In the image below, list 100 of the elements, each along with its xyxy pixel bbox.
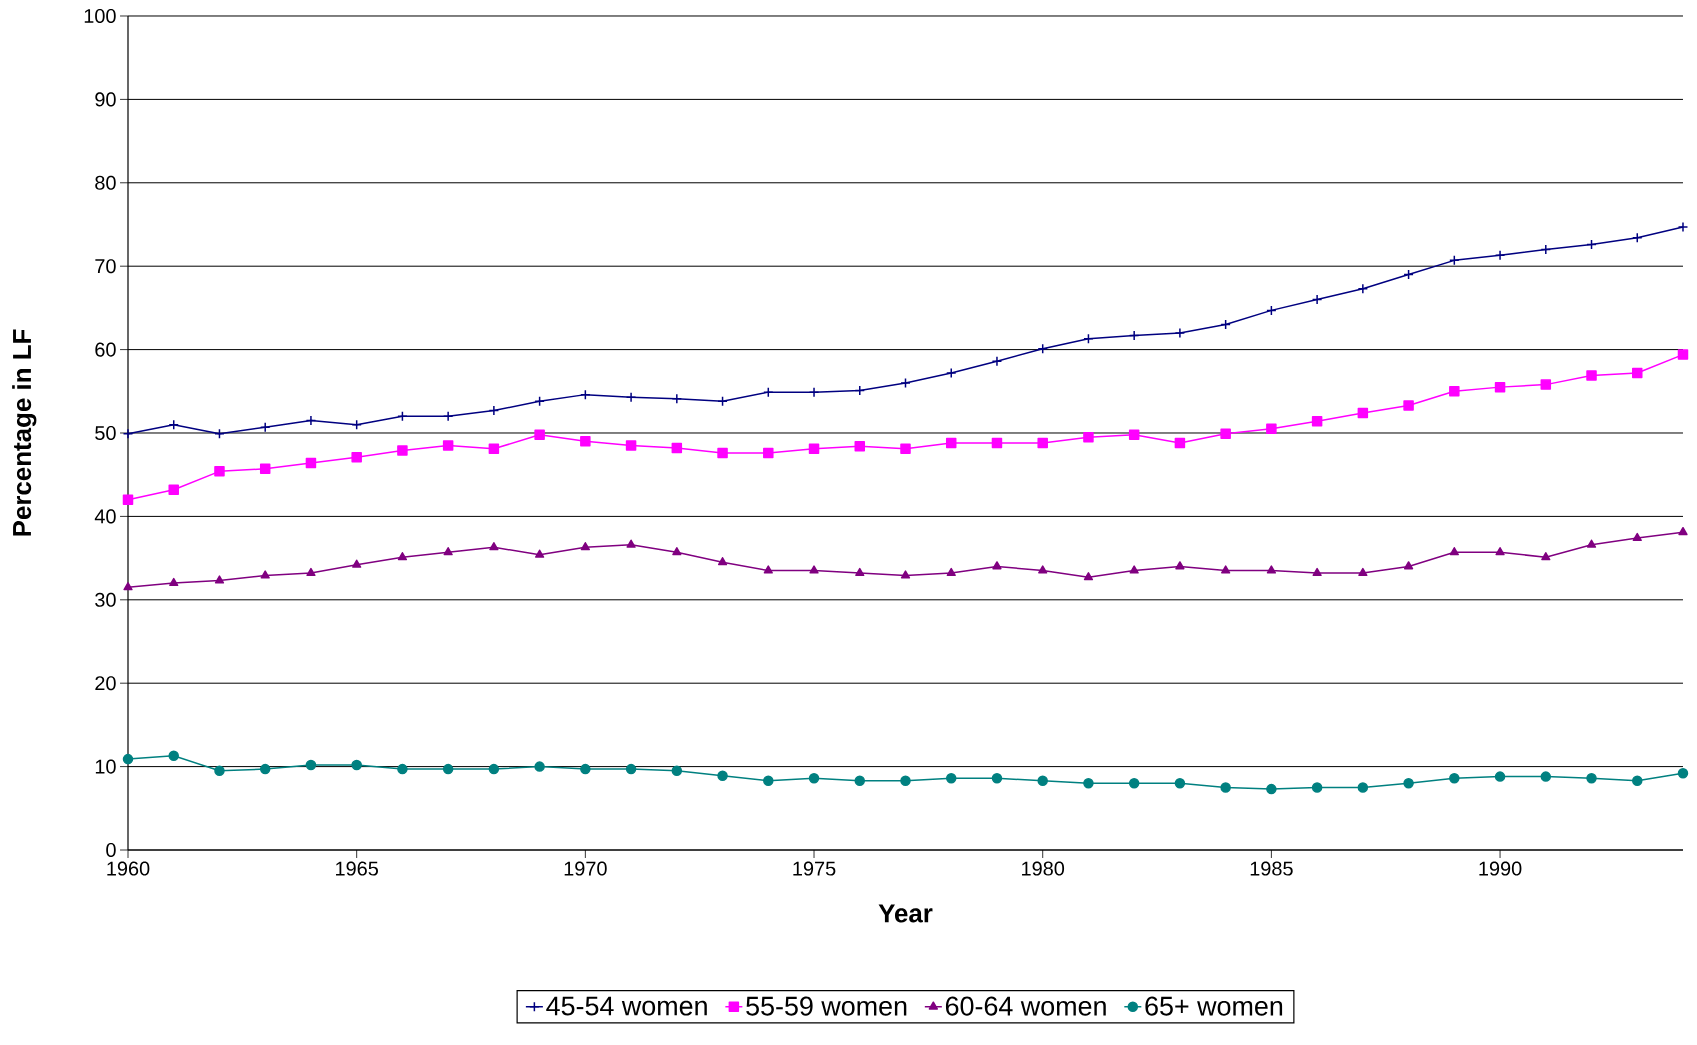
point [1494,771,1506,782]
x-tick-label: 1960 [107,861,150,876]
point [1494,381,1506,393]
point [1083,778,1094,789]
point [945,773,957,784]
point [352,559,362,568]
x-tick-label: 1965 [336,861,378,876]
point [534,429,545,440]
y-tick-label: 40 [94,509,116,524]
point [442,440,454,451]
point [443,547,453,556]
point [625,391,637,403]
point [1175,561,1185,570]
point [991,437,1003,449]
y-tick-label: 60 [95,342,116,357]
point [1311,294,1323,305]
point [671,765,683,777]
point [854,385,866,396]
legend-label: 65+ women [1145,996,1283,1016]
point [1677,768,1689,779]
point [442,411,454,422]
x-tick-label: 1990 [1479,861,1522,876]
point [122,428,134,440]
point [351,759,362,771]
point [1312,567,1322,577]
legend-label: 45-54 women [546,996,707,1016]
point [945,367,957,379]
point [1174,778,1186,789]
point [397,763,408,775]
point [260,570,270,579]
point [1449,547,1459,556]
point [1541,552,1551,561]
point [1128,429,1140,440]
point [1311,782,1323,793]
point [1311,416,1323,427]
point [717,557,728,566]
point [580,763,591,775]
legend-label: 55-59 women [746,996,907,1016]
y-tick-label: 30 [95,592,116,607]
point [488,763,500,775]
point [1586,539,1597,548]
point [1677,349,1689,360]
point [1357,782,1369,793]
point [1678,526,1688,536]
y-tick-label: 10 [95,759,116,774]
point [1037,343,1048,355]
x-tick-label: 1970 [564,861,607,876]
point [1586,370,1597,381]
point [1220,782,1231,793]
point [763,386,774,398]
point [305,457,317,469]
point [900,443,911,455]
x-tick-label: 1985 [1250,861,1293,876]
point [488,405,500,416]
point [1540,379,1552,390]
point [1403,561,1414,570]
point [214,575,225,584]
point [442,763,454,775]
y-tick-label: 90 [95,92,116,107]
point [259,463,271,475]
point [763,565,773,574]
point [1540,244,1552,255]
point [854,775,866,787]
point [717,770,728,782]
y-tick-label: 20 [95,676,116,691]
point [1449,773,1460,784]
point [1358,567,1368,577]
point [1129,565,1139,574]
point [992,561,1002,570]
point [1403,778,1414,789]
point [854,441,866,452]
point [214,466,225,477]
point [900,377,911,389]
point [626,539,636,548]
point [1174,437,1186,449]
point [1449,386,1460,397]
y-tick-label: 80 [95,175,116,190]
x-tick-label: 1975 [793,861,836,876]
point [1632,775,1643,787]
point [1586,773,1597,784]
point [259,763,271,775]
y-tick-label: 50 [95,425,116,441]
point [1677,221,1689,233]
point [1357,407,1369,419]
point [763,775,774,787]
point [122,494,134,505]
x-axis-title: Year [878,904,933,923]
point [808,773,820,784]
point [1266,565,1277,574]
point [534,549,545,558]
point [306,567,316,577]
point [946,567,956,577]
point [1403,400,1414,411]
y-tick-label: 0 [106,842,116,858]
point [671,442,683,454]
point [1128,330,1140,341]
point [168,484,179,495]
point [351,451,362,463]
point [168,750,179,762]
point [489,542,499,551]
